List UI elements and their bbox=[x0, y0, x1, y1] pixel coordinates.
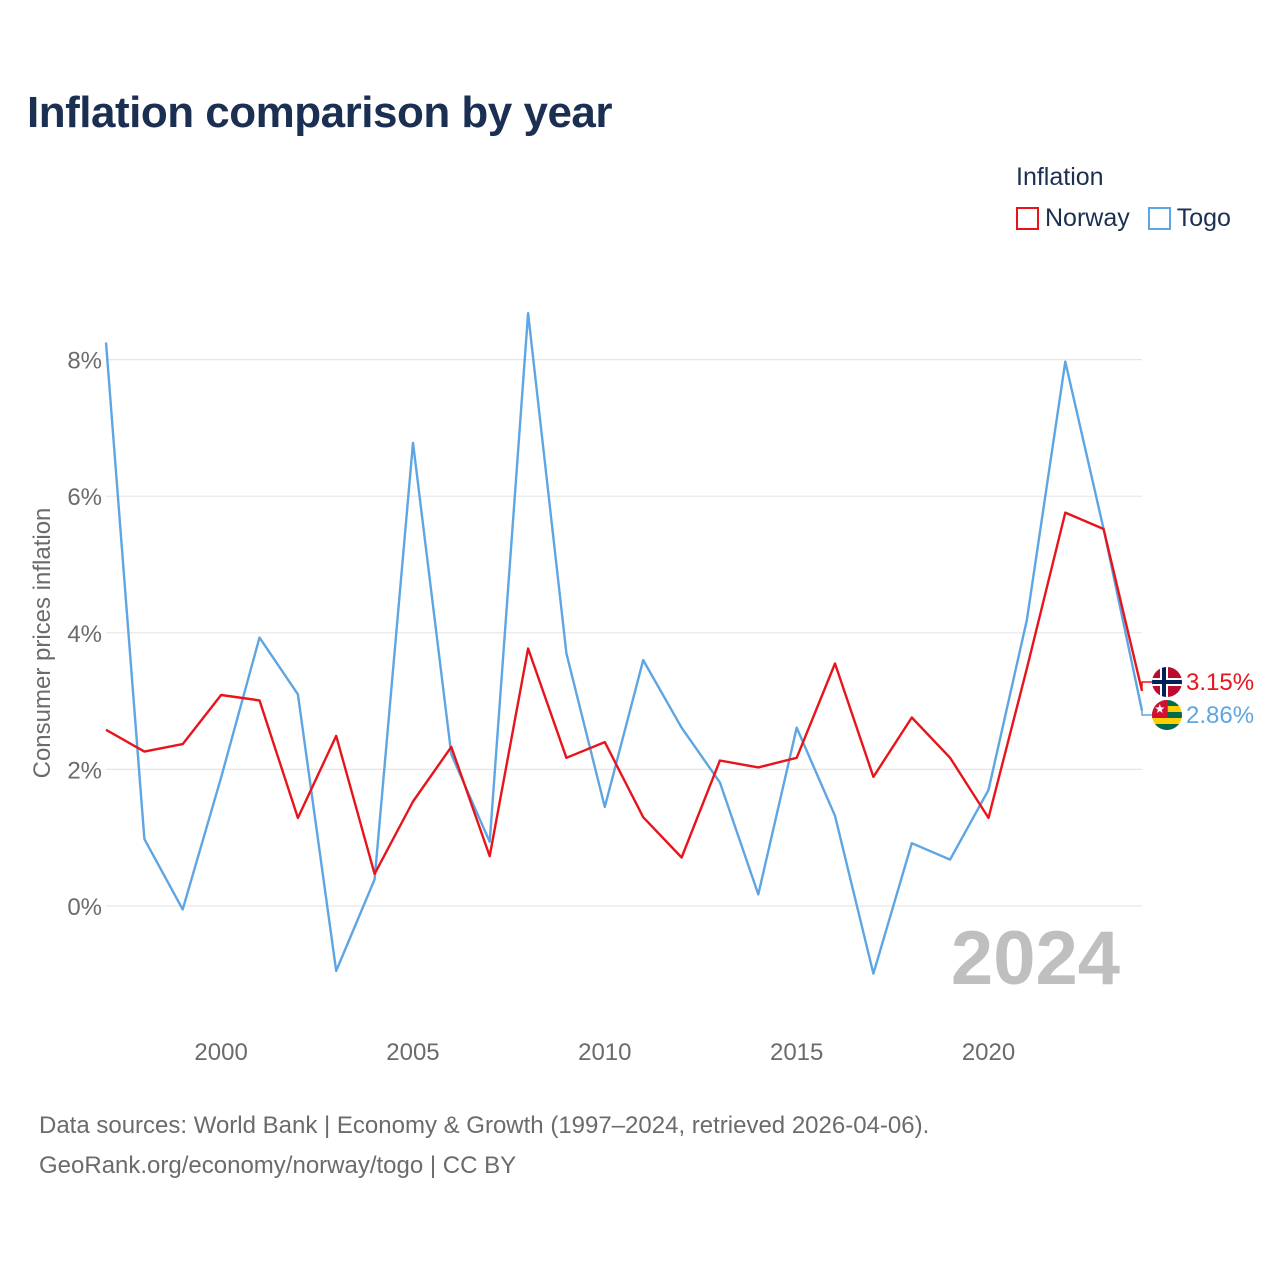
source-url[interactable]: GeoRank.org/economy/norway/togo | CC BY bbox=[39, 1152, 517, 1179]
x-tick-label: 2000 bbox=[194, 1039, 247, 1066]
chart-plot: 0% 2% 4% 6% 8% 2000 2005 2010 2015 2020 Consumer p… bbox=[29, 312, 1254, 1066]
y-tick-label: 6% bbox=[67, 484, 102, 511]
end-label-norway: 3.15% bbox=[1186, 669, 1254, 696]
y-tick-label: 0% bbox=[67, 894, 102, 921]
year-watermark: 2024 bbox=[951, 916, 1120, 1001]
legend-label-togo: Togo bbox=[1176, 204, 1231, 232]
x-tick-label: 2010 bbox=[578, 1039, 631, 1066]
x-tick-label: 2020 bbox=[962, 1039, 1015, 1066]
legend-title: Inflation bbox=[1016, 163, 1104, 191]
series-line-norway bbox=[105, 511, 1144, 876]
x-tick-label: 2005 bbox=[386, 1039, 439, 1066]
end-label-togo: 2.86% bbox=[1186, 702, 1254, 729]
y-tick-label: 2% bbox=[67, 757, 102, 784]
togo-flag-icon bbox=[1152, 700, 1182, 730]
end-label-connector bbox=[1141, 681, 1152, 691]
norway-flag-icon bbox=[1152, 667, 1182, 697]
footer: Data sources: World Bank | Economy & Gro… bbox=[39, 1106, 929, 1186]
legend: Norway Togo bbox=[1016, 204, 1249, 233]
chart-title: Inflation comparison by year bbox=[27, 88, 613, 137]
legend-item-norway[interactable]: Norway bbox=[1016, 204, 1130, 233]
legend-label-norway: Norway bbox=[1045, 204, 1130, 232]
legend-swatch-norway bbox=[1016, 207, 1039, 230]
data-source-note: Data sources: World Bank | Economy & Gro… bbox=[39, 1112, 930, 1139]
x-tick-label: 2015 bbox=[770, 1039, 823, 1066]
end-label-connector bbox=[1141, 710, 1152, 716]
y-tick-label: 8% bbox=[67, 348, 102, 375]
y-tick-label: 4% bbox=[67, 621, 102, 648]
legend-item-togo[interactable]: Togo bbox=[1147, 204, 1231, 233]
y-axis-label: Consumer prices inflation bbox=[29, 508, 56, 779]
legend-swatch-togo bbox=[1147, 207, 1171, 230]
series-line-togo bbox=[104, 312, 1144, 975]
